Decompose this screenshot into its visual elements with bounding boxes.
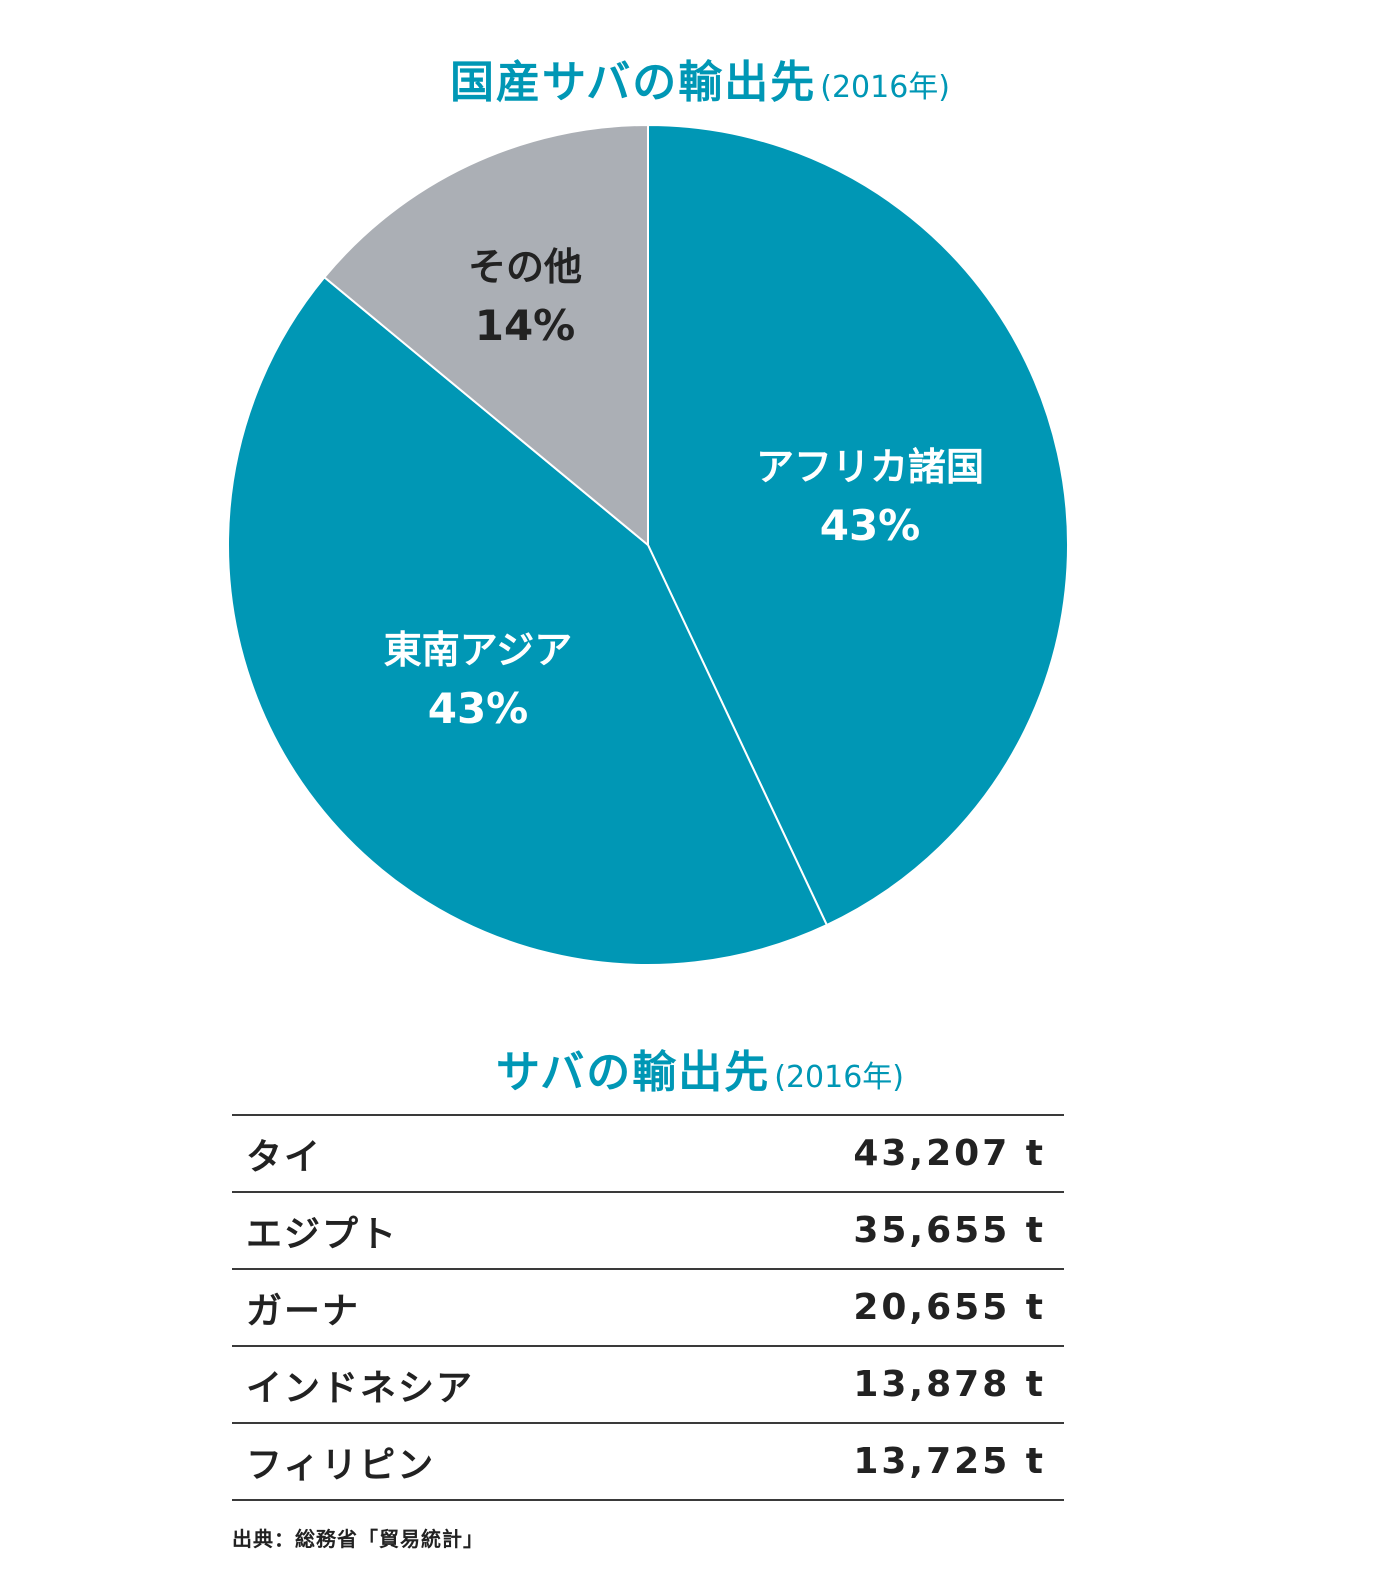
- country-name: タイ: [246, 1136, 323, 1178]
- slice-value-2: 43%: [428, 684, 529, 733]
- export-table: タイ 43,207 t エジプト 35,655 t ガーナ 20,655 t イ…: [232, 1114, 1064, 1501]
- table-row: フィリピン 13,725 t: [232, 1424, 1064, 1501]
- export-volume: 13,725 t: [853, 1441, 1046, 1482]
- export-volume: 13,878 t: [853, 1364, 1046, 1405]
- export-volume: 35,655 t: [853, 1210, 1046, 1251]
- source-note: 出典：総務省「貿易統計」: [232, 1527, 484, 1551]
- chart-title-year: (2016年): [820, 70, 950, 105]
- slice-label-2: 東南アジア: [384, 628, 572, 672]
- table-title-year: (2016年): [774, 1060, 904, 1095]
- table-row: ガーナ 20,655 t: [232, 1270, 1064, 1347]
- table-title: サバの輸出先 (2016年): [0, 1036, 1400, 1100]
- table-row: エジプト 35,655 t: [232, 1193, 1064, 1270]
- export-volume: 43,207 t: [853, 1133, 1046, 1174]
- table-row: タイ 43,207 t: [232, 1116, 1064, 1193]
- export-volume: 20,655 t: [853, 1287, 1046, 1328]
- table-title-main: サバの輸出先: [495, 1047, 771, 1098]
- pie-slice-3: [322, 123, 649, 548]
- slice-value-3: 14%: [475, 301, 576, 350]
- slice-value-1: 43%: [820, 501, 921, 550]
- pie-slice-1: [647, 123, 1069, 927]
- country-name: エジプト: [246, 1213, 399, 1255]
- pie-chart: アフリカ諸国 43% 東南アジア 43% その他 14%: [227, 123, 1069, 966]
- chart-title: 国産サバの輸出先 (2016年): [0, 46, 1400, 110]
- chart-title-main: 国産サバの輸出先: [449, 57, 817, 108]
- slice-label-1: アフリカ諸国: [756, 445, 984, 489]
- country-name: フィリピン: [246, 1444, 436, 1486]
- country-name: ガーナ: [246, 1290, 361, 1332]
- table-row: インドネシア 13,878 t: [232, 1347, 1064, 1424]
- country-name: インドネシア: [246, 1367, 475, 1409]
- pie-slice-2: [227, 275, 829, 966]
- slice-label-3: その他: [468, 245, 582, 289]
